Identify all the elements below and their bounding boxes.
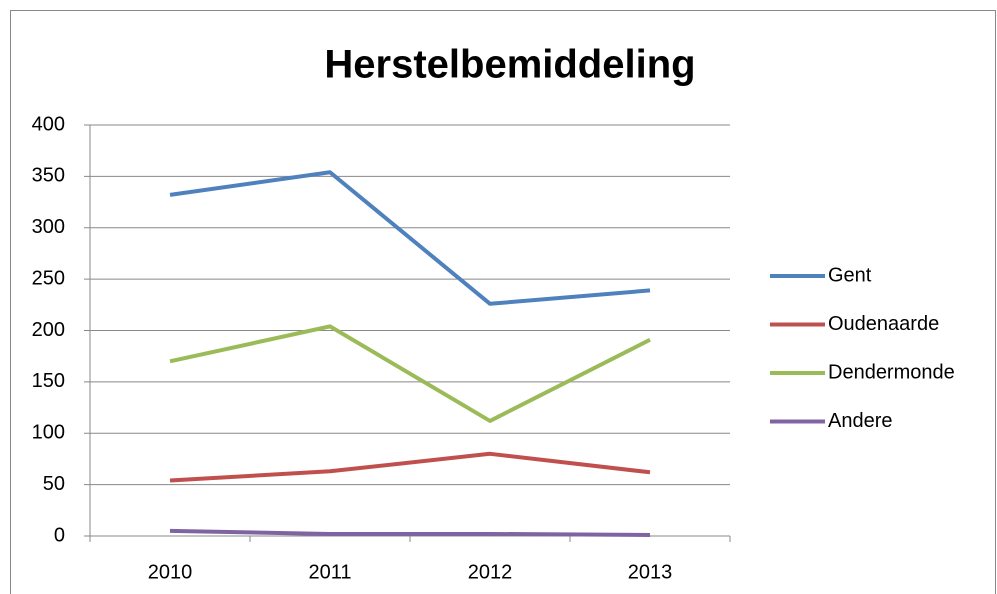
series-line — [169, 170, 651, 306]
y-tick-label: 50 — [43, 473, 65, 495]
legend-label: Dendermonde — [828, 361, 955, 383]
chart-border — [10, 10, 996, 594]
series-line — [169, 324, 651, 423]
y-tick-label: 150 — [32, 370, 65, 392]
series-line — [169, 528, 651, 537]
y-tick-label: 350 — [32, 165, 65, 187]
y-tick-label: 0 — [54, 524, 65, 546]
y-tick-label: 200 — [32, 319, 65, 341]
y-tick-label: 250 — [32, 267, 65, 289]
legend-label: Oudenaarde — [828, 313, 939, 335]
legend-label: Andere — [828, 410, 893, 432]
legend-label: Gent — [828, 264, 872, 286]
y-tick-label: 100 — [32, 422, 65, 444]
y-tick-label: 300 — [32, 216, 65, 238]
y-tick-label: 400 — [32, 113, 65, 135]
x-tick-label: 2013 — [628, 561, 673, 583]
x-tick-label: 2012 — [468, 561, 513, 583]
x-tick-label: 2011 — [308, 561, 351, 583]
chart-title: Herstelbemiddeling — [324, 43, 695, 87]
x-tick-label: 2010 — [148, 561, 193, 583]
series-line — [169, 451, 651, 483]
